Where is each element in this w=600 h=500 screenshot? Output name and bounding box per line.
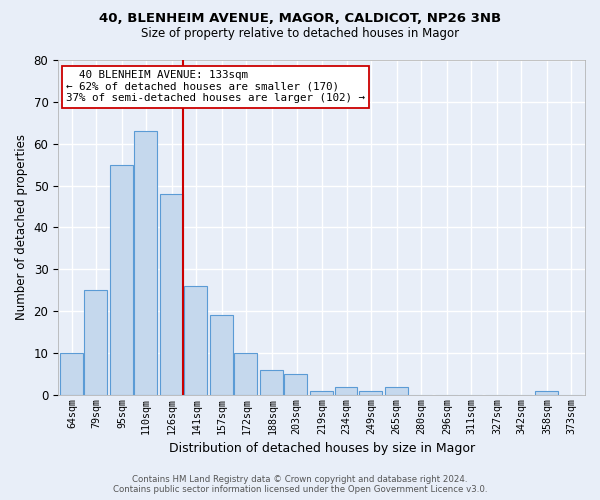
Bar bbox=[160, 194, 183, 395]
Bar bbox=[235, 353, 257, 395]
Bar bbox=[260, 370, 283, 395]
Text: 40 BLENHEIM AVENUE: 133sqm
← 62% of detached houses are smaller (170)
37% of sem: 40 BLENHEIM AVENUE: 133sqm ← 62% of deta… bbox=[66, 70, 365, 103]
Text: Contains HM Land Registry data © Crown copyright and database right 2024.
Contai: Contains HM Land Registry data © Crown c… bbox=[113, 474, 487, 494]
Bar bbox=[184, 286, 207, 395]
Y-axis label: Number of detached properties: Number of detached properties bbox=[15, 134, 28, 320]
Bar bbox=[335, 386, 358, 395]
Bar bbox=[359, 390, 382, 395]
Bar bbox=[310, 390, 333, 395]
Bar bbox=[210, 316, 233, 395]
Bar bbox=[284, 374, 307, 395]
Text: 40, BLENHEIM AVENUE, MAGOR, CALDICOT, NP26 3NB: 40, BLENHEIM AVENUE, MAGOR, CALDICOT, NP… bbox=[99, 12, 501, 26]
Text: Size of property relative to detached houses in Magor: Size of property relative to detached ho… bbox=[141, 28, 459, 40]
Bar bbox=[60, 353, 83, 395]
Bar bbox=[385, 386, 407, 395]
Bar bbox=[535, 390, 558, 395]
X-axis label: Distribution of detached houses by size in Magor: Distribution of detached houses by size … bbox=[169, 442, 475, 455]
Bar bbox=[134, 131, 157, 395]
Bar bbox=[110, 164, 133, 395]
Bar bbox=[84, 290, 107, 395]
